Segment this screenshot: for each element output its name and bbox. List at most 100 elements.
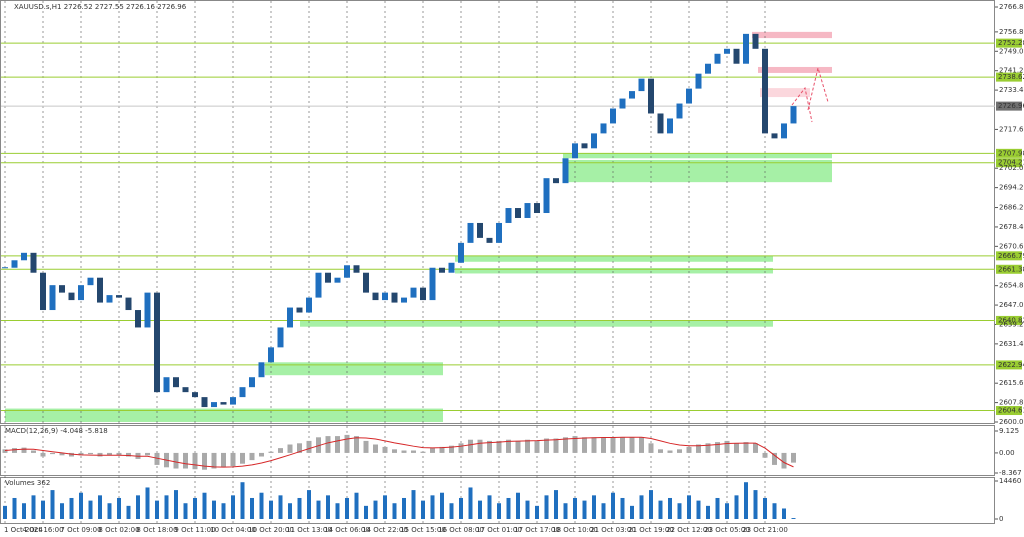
macd-bar (762, 452, 768, 458)
volume-bar (421, 500, 425, 519)
zone (563, 153, 832, 159)
y-tick-label: 2678.40 (999, 223, 1024, 231)
macd-bar (126, 452, 131, 457)
volume-bar (3, 505, 7, 519)
macd-bar (373, 444, 378, 453)
volume-label: Volumes 362 (5, 479, 50, 487)
level-label: 2738.62 (998, 73, 1024, 81)
candle (2, 267, 8, 269)
candle (562, 158, 569, 184)
candle (173, 377, 179, 388)
volume-bar (136, 495, 140, 519)
zone (455, 267, 773, 274)
candle (287, 307, 293, 328)
level-label: 2640.82 (998, 316, 1024, 324)
candle (790, 106, 797, 124)
volume-bar (98, 495, 102, 519)
macd-bar (563, 437, 568, 453)
x-tick-label: 21 Oct 03:00 (590, 526, 636, 534)
candle (68, 292, 75, 301)
candle (695, 73, 702, 89)
zone (300, 320, 773, 327)
candle (534, 203, 540, 214)
macd-bar (249, 452, 255, 461)
macd-bar (601, 437, 606, 453)
marks (2, 33, 797, 519)
y-tick-label: 2686.20 (999, 204, 1024, 212)
volume-bar (383, 495, 387, 519)
macd-bar (420, 451, 426, 453)
volume-tick-label: 0 (999, 515, 1003, 523)
zone (265, 362, 443, 376)
volume-bar (12, 497, 17, 519)
volume-bar (772, 503, 777, 519)
volume-bar (316, 500, 321, 519)
volume-bar (563, 503, 568, 519)
candle (743, 33, 749, 64)
candle (714, 53, 721, 64)
volume-bar (212, 500, 216, 519)
x-tick-label: 8 Oct 02:00 (98, 526, 139, 534)
candle (477, 222, 483, 238)
candle (524, 203, 531, 218)
macd-bar (525, 439, 530, 453)
macd-bar (59, 452, 65, 456)
volume-bar (573, 497, 577, 519)
candle (448, 262, 455, 273)
volume-bar (639, 495, 644, 519)
macd-bar (411, 450, 416, 453)
volume-bar (69, 497, 74, 519)
macd-bar (658, 449, 663, 453)
volume-bar (307, 490, 311, 519)
volume-bar (782, 508, 786, 519)
arrow (807, 66, 829, 111)
macd-bar (116, 452, 122, 456)
volume-bar (734, 495, 739, 519)
macd-bar (50, 452, 55, 455)
candle (676, 103, 683, 119)
macd-bar (667, 450, 673, 453)
macd-bar (344, 434, 350, 453)
candle (163, 377, 170, 393)
volume-bar (250, 497, 254, 519)
macd-tick-label: -8.367 (999, 469, 1022, 477)
macd-bar (772, 452, 777, 465)
macd-tick-label: 9.125 (999, 427, 1019, 435)
x-tick-label: 11 Oct 13:00 (286, 526, 332, 534)
macd-bar (401, 450, 407, 453)
forecast-arrows (791, 66, 829, 123)
y-tick-label: 2741.20 (999, 67, 1024, 75)
macd-bar (458, 443, 464, 453)
x-tick-label: 23 Oct 21:00 (742, 526, 788, 534)
x-tick-label: 15 Oct 15:00 (400, 526, 446, 534)
macd-bar (21, 447, 27, 453)
macd-bar (677, 449, 682, 453)
y-tick-label: 2670.60 (999, 242, 1024, 250)
candle (258, 362, 265, 378)
grid (1, 1, 1022, 523)
candle (239, 387, 246, 398)
y-tick-label: 2756.80 (999, 28, 1024, 36)
volume-bar (164, 495, 169, 519)
level-label: 2604.61 (998, 407, 1024, 415)
y-tick-label: 2766.80 (999, 3, 1024, 11)
candle (591, 133, 597, 149)
candle (334, 277, 341, 283)
candle (135, 310, 141, 328)
level-label-box (996, 38, 1022, 48)
zone (760, 88, 810, 98)
y-tick-label: 2639.20 (999, 320, 1024, 328)
candle (762, 48, 768, 134)
volume-bar (107, 503, 112, 519)
y-tick-label: 2615.60 (999, 379, 1024, 387)
candle (106, 295, 113, 303)
macd-bar (31, 450, 36, 453)
macd-bar (363, 440, 369, 453)
candle (439, 267, 445, 273)
macd-bar (648, 443, 654, 453)
volume-panel (0, 477, 995, 524)
volume-bar (155, 500, 159, 519)
macd-bar (12, 448, 17, 453)
volume-bar (402, 497, 406, 519)
x-tick-label: 21 Oct 19:00 (628, 526, 674, 534)
